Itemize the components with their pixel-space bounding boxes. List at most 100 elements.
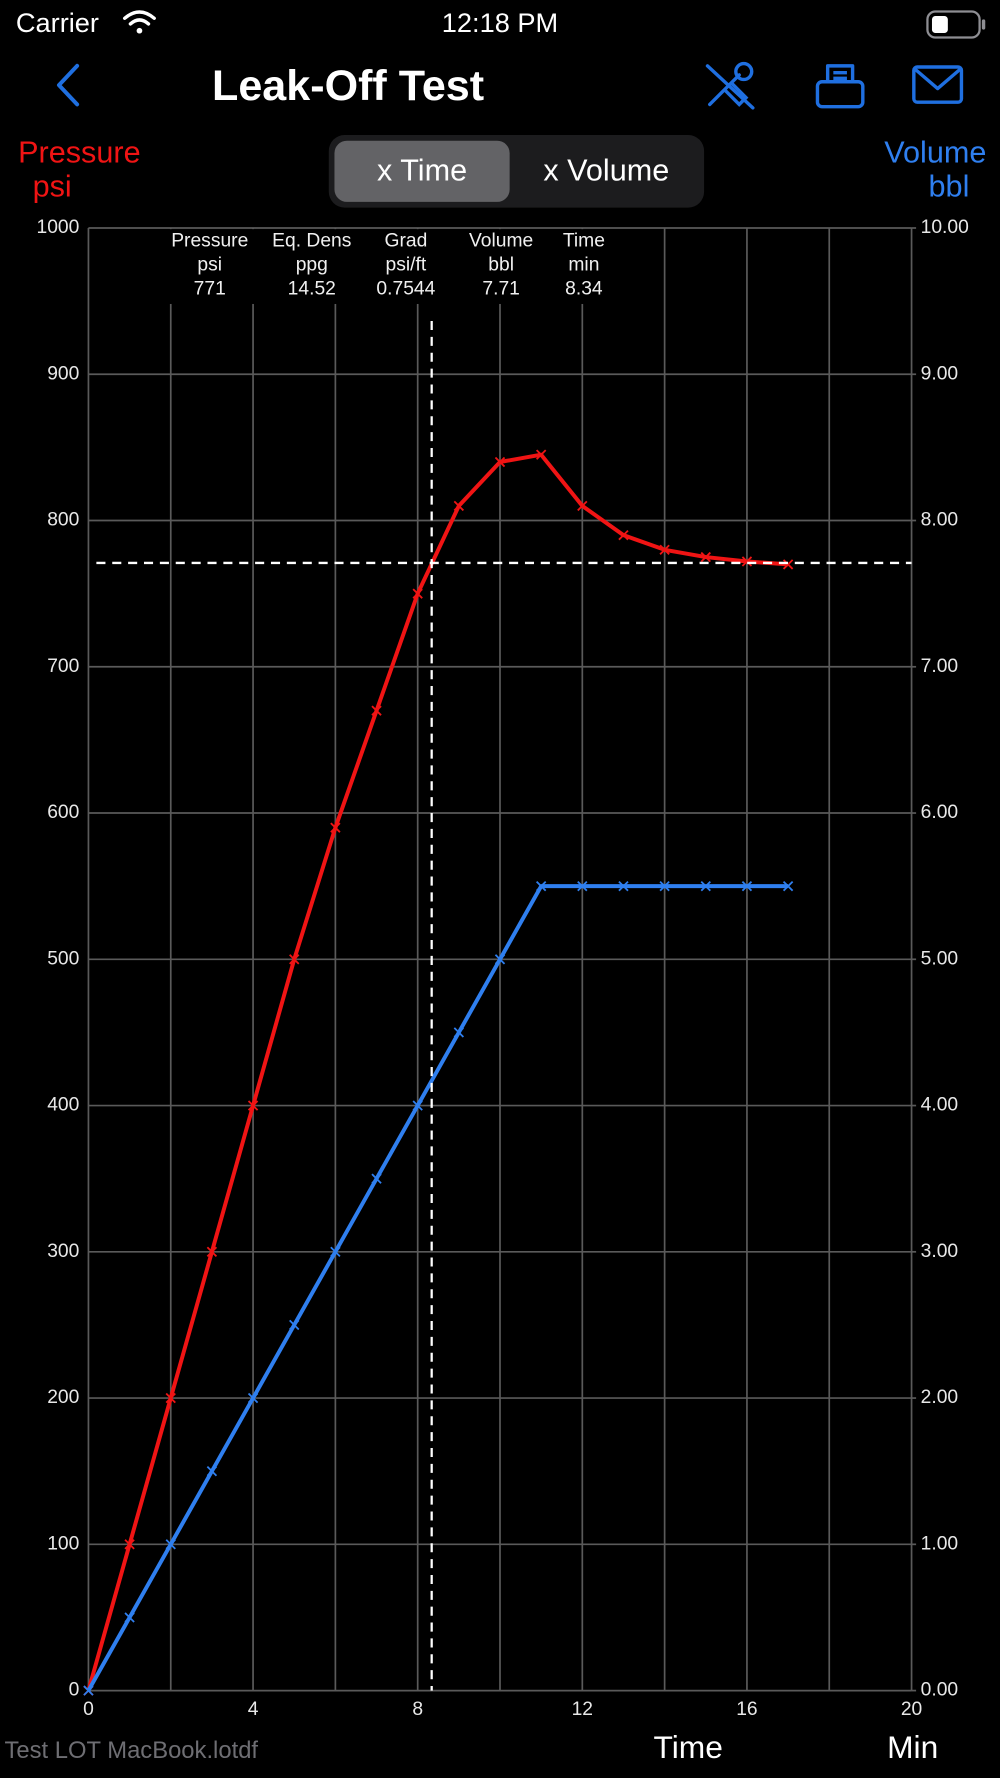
y-tick-label: 600 <box>47 802 79 823</box>
wifi-icon <box>123 10 156 34</box>
back-button[interactable] <box>56 63 80 107</box>
y-tick-label: 200 <box>47 1387 79 1408</box>
data-point <box>741 880 753 892</box>
data-point <box>577 880 588 892</box>
mail-button[interactable] <box>912 65 964 104</box>
data-point <box>659 544 670 555</box>
data-point <box>371 705 382 716</box>
data-point <box>247 1100 259 1111</box>
readout-value: 14.52 <box>288 278 336 299</box>
segment-label[interactable]: x Volume <box>543 154 669 188</box>
data-point <box>618 529 629 541</box>
data-point <box>700 880 711 892</box>
data-point <box>124 1612 135 1623</box>
x-tick-label: 16 <box>736 1699 757 1720</box>
clock: 12:18 PM <box>442 7 558 38</box>
data-point <box>453 500 465 512</box>
data-point <box>782 880 794 892</box>
data-point <box>494 954 506 965</box>
readout-unit: psi/ft <box>386 255 427 276</box>
data-point <box>618 880 629 892</box>
segment-selected[interactable] <box>334 140 510 202</box>
readout-value: 8.34 <box>565 278 603 299</box>
x-tick-label: 8 <box>412 1699 423 1720</box>
data-point <box>659 880 670 892</box>
y2-tick-label: 7.00 <box>921 656 959 677</box>
data-point <box>124 1539 135 1550</box>
readout-value: 771 <box>194 278 226 299</box>
series-line <box>86 452 789 1692</box>
y2-tick-label: 10.00 <box>921 217 969 238</box>
y2-axis-title: Volume <box>884 135 986 169</box>
x-axis-unit: Min <box>887 1729 938 1765</box>
readout-value: 7.71 <box>482 278 520 299</box>
series-line <box>86 884 789 1692</box>
y-tick-label: 0 <box>69 1680 80 1701</box>
y-tick-label: 500 <box>47 948 79 969</box>
x-tick-label: 4 <box>248 1699 259 1720</box>
data-point <box>700 551 711 563</box>
readout-name: Volume <box>469 231 533 252</box>
x-tick-label: 0 <box>83 1699 94 1720</box>
data-point <box>577 500 588 512</box>
y-tick-label: 400 <box>47 1095 79 1116</box>
segment-label[interactable]: x Time <box>377 154 467 188</box>
y-tick-label: 900 <box>47 363 79 384</box>
print-button[interactable] <box>815 64 865 109</box>
data-point <box>206 1466 218 1477</box>
data-point <box>330 1246 341 1257</box>
y2-axis-unit: bbl <box>929 169 970 203</box>
y2-tick-label: 2.00 <box>921 1387 959 1408</box>
data-point <box>741 556 753 567</box>
data-point <box>535 880 547 892</box>
x-axis-title: Time <box>654 1729 723 1765</box>
data-point <box>247 1392 259 1404</box>
data-point <box>535 449 547 460</box>
data-point <box>83 1685 94 1696</box>
x-tick-label: 12 <box>572 1699 593 1720</box>
readout-name: Pressure <box>171 231 248 252</box>
data-point <box>412 588 423 599</box>
data-point <box>165 1539 176 1550</box>
data-point <box>330 822 341 833</box>
readout-unit: bbl <box>488 255 514 276</box>
y2-tick-label: 8.00 <box>921 510 959 531</box>
y-tick-label: 800 <box>47 510 79 531</box>
data-point <box>289 954 300 965</box>
y-tick-label: 100 <box>47 1533 79 1554</box>
battery-icon <box>926 10 986 39</box>
y2-tick-label: 3.00 <box>921 1241 959 1262</box>
data-point <box>206 1246 218 1257</box>
file-name: Test LOT MacBook.lotdf <box>5 1737 259 1764</box>
readout-name: Grad <box>384 231 427 252</box>
readout-unit: psi <box>197 255 222 276</box>
y-tick-label: 1000 <box>37 217 80 238</box>
y2-tick-label: 6.00 <box>921 802 959 823</box>
readout-value: 0.7544 <box>376 278 435 299</box>
data-point <box>371 1173 382 1184</box>
y2-tick-label: 1.00 <box>921 1533 959 1554</box>
data-point <box>453 1027 465 1038</box>
nav-title: Leak-Off Test <box>212 62 484 110</box>
y2-tick-label: 4.00 <box>921 1095 959 1116</box>
readout-unit: min <box>568 255 599 276</box>
y-tick-label: 700 <box>47 656 79 677</box>
data-point <box>412 1100 423 1111</box>
readout-name: Time <box>563 231 605 252</box>
tools-button[interactable] <box>705 61 755 110</box>
data-point <box>494 456 506 468</box>
y-tick-label: 300 <box>47 1241 79 1262</box>
plot: 010020030040050060070080090010000.001.00… <box>37 217 969 1720</box>
data-point <box>165 1392 176 1404</box>
x-tick-label: 20 <box>901 1699 922 1720</box>
y2-tick-label: 5.00 <box>921 948 959 969</box>
data-point <box>289 1319 300 1331</box>
readout-name: Eq. Dens <box>272 231 351 252</box>
y2-tick-label: 9.00 <box>921 363 959 384</box>
readout-background <box>158 229 624 304</box>
readout-unit: ppg <box>296 255 328 276</box>
y-axis-title: Pressure <box>18 135 140 169</box>
y2-tick-label: 0.00 <box>921 1680 959 1701</box>
